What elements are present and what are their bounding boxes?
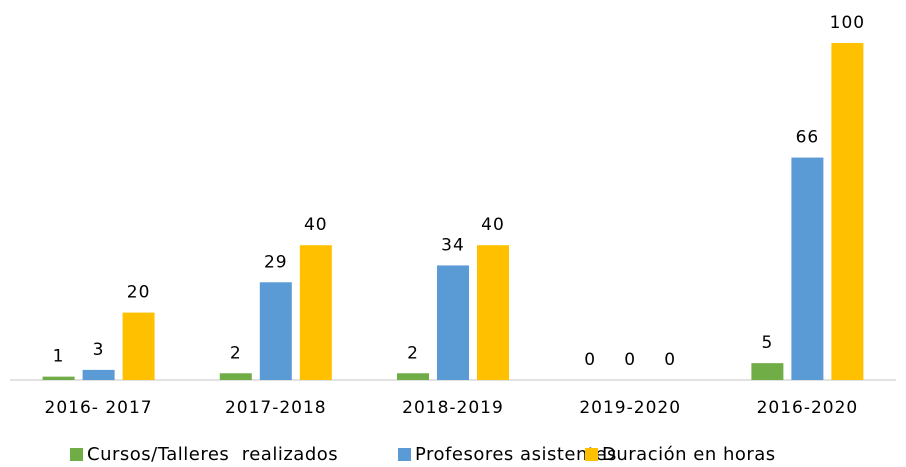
- data-label: 34: [441, 235, 465, 255]
- legend-label: Cursos/Talleres realizados: [87, 444, 338, 465]
- bar: [751, 363, 784, 380]
- data-label: 2: [407, 343, 419, 363]
- data-label: 1: [53, 347, 65, 367]
- bar: [122, 312, 155, 380]
- data-label: 5: [761, 333, 773, 353]
- legend-swatch: [398, 448, 411, 461]
- bar: [477, 245, 509, 380]
- data-label: 0: [624, 350, 636, 370]
- x-tick-label: 2019-2020: [579, 398, 681, 418]
- data-label: 29: [264, 252, 288, 272]
- legend-label: Duración en horas: [602, 444, 776, 465]
- x-tick-label: 2018-2019: [402, 398, 504, 418]
- bar: [42, 376, 75, 380]
- bar: [299, 245, 332, 380]
- data-label: 0: [584, 350, 596, 370]
- x-tick-label: 2017-2018: [225, 398, 327, 418]
- data-label: 100: [830, 13, 865, 33]
- bar: [259, 282, 292, 380]
- bar: [219, 373, 252, 380]
- legend-swatch: [585, 448, 598, 461]
- bar: [397, 373, 429, 380]
- legend-swatch: [70, 448, 83, 461]
- data-label: 40: [304, 215, 328, 235]
- bar: [831, 43, 864, 380]
- data-label: 40: [481, 215, 505, 235]
- data-label: 3: [93, 340, 105, 360]
- x-tick-label: 2016- 2017: [45, 398, 153, 418]
- bar: [791, 157, 824, 380]
- data-label: 20: [127, 283, 151, 303]
- data-label: 2: [230, 343, 242, 363]
- data-label: 66: [796, 128, 820, 148]
- x-tick-label: 2016-2020: [757, 398, 859, 418]
- bar: [437, 265, 469, 380]
- legend-label: Profesores asistentes: [415, 444, 617, 465]
- bar: [82, 369, 115, 380]
- data-label: 0: [664, 350, 676, 370]
